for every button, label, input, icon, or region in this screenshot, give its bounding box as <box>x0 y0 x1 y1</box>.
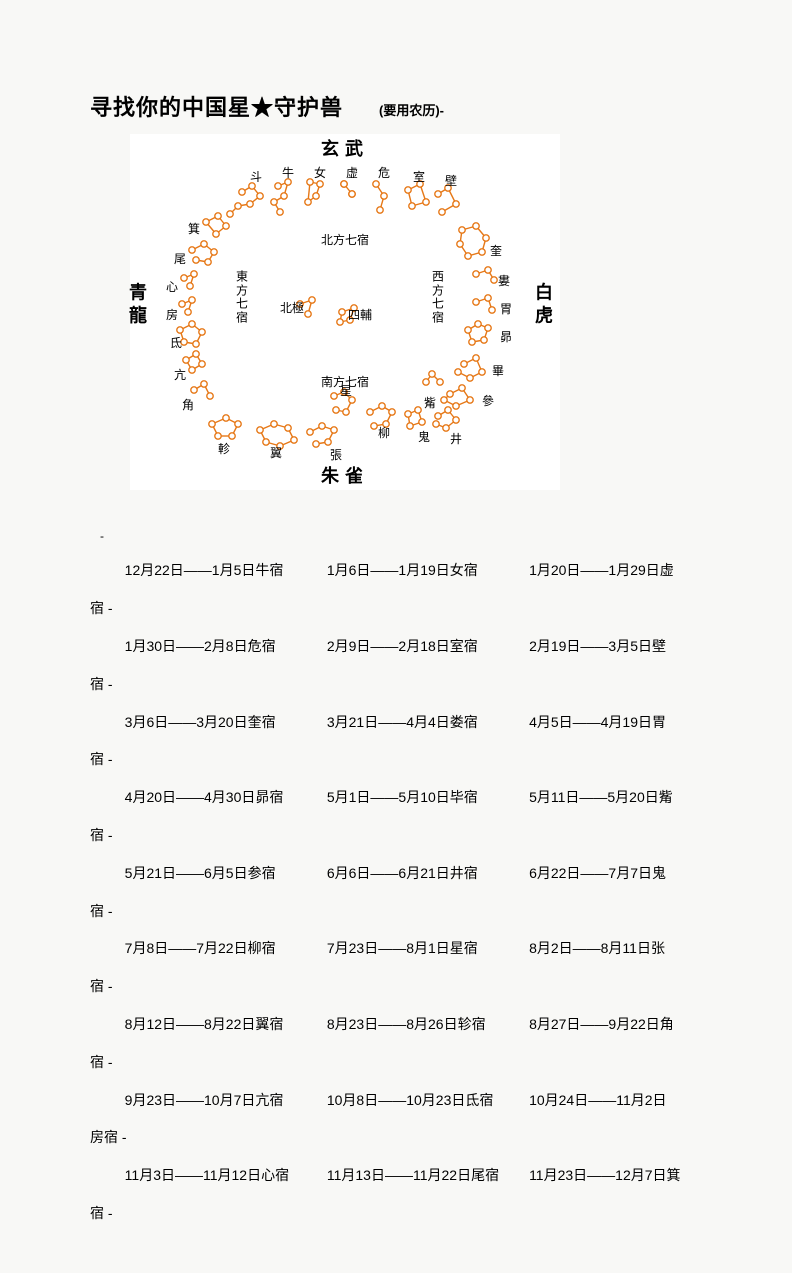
mansion-niu: 牛 <box>282 164 294 181</box>
date-trail: 宿 - <box>90 1195 712 1233</box>
date-trail: 宿 - <box>90 666 712 704</box>
date-cell: 7月23日——8月1日星宿 <box>327 930 529 968</box>
mansion-fang: 房 <box>166 306 178 323</box>
first-dash: - <box>100 520 712 552</box>
mansion-shi: 室 <box>413 168 425 185</box>
mansion-dou: 斗 <box>250 168 262 185</box>
dir-north-label: 北方七宿 <box>321 234 369 248</box>
date-cell: 6月6日——6月21日井宿 <box>327 855 529 893</box>
mansion-gui: 鬼 <box>418 428 430 445</box>
mansion-kui: 奎 <box>490 242 502 259</box>
mansion-zhang: 張 <box>330 446 342 463</box>
date-trail: 房宿 - <box>90 1119 712 1157</box>
date-row: 9月23日——10月7日亢宿10月8日——10月23日氐宿10月24日——11月… <box>90 1082 712 1120</box>
mansion-shen: 參 <box>482 392 494 409</box>
date-cell: 1月20日——1月29日虚 <box>529 552 712 590</box>
date-cell: 5月11日——5月20日觜 <box>529 779 712 817</box>
date-listing: - 12月22日——1月5日牛宿1月6日——1月19日女宿1月20日——1月29… <box>90 520 712 1233</box>
center-sifu: 四輔 <box>348 306 372 323</box>
date-trail: 宿 - <box>90 741 712 779</box>
center-beiji: 北極 <box>280 299 304 316</box>
mansion-ji: 箕 <box>188 220 200 237</box>
date-row: 11月3日——11月12日心宿11月13日——11月22日尾宿11月23日——1… <box>90 1157 712 1195</box>
date-cell: 2月19日——3月5日壁 <box>529 628 712 666</box>
date-cell: 1月30日——2月8日危宿 <box>125 628 327 666</box>
date-row: 8月12日——8月22日翼宿8月23日——8月26日轸宿8月27日——9月22日… <box>90 1006 712 1044</box>
page: 寻找你的中国星★守护兽 (要用农历)- 玄武 朱雀 青龍 白虎 北方七宿 南方七… <box>0 0 792 1273</box>
date-cell: 8月27日——9月22日角 <box>529 1006 712 1044</box>
date-cell: 9月23日——10月7日亢宿 <box>125 1082 327 1120</box>
date-cell: 5月21日——6月5日参宿 <box>125 855 327 893</box>
date-cell: 4月5日——4月19日胃 <box>529 704 712 742</box>
mansion-kang: 亢 <box>174 366 186 383</box>
mansion-wei3: 尾 <box>174 250 186 267</box>
date-cell: 10月24日——11月2日 <box>529 1082 712 1120</box>
date-cell: 8月23日——8月26日轸宿 <box>327 1006 529 1044</box>
date-cell: 3月21日——4月4日娄宿 <box>327 704 529 742</box>
mansion-zhen: 軫 <box>218 440 230 457</box>
date-row: 5月21日——6月5日参宿6月6日——6月21日井宿6月22日——7月7日鬼 <box>90 855 712 893</box>
date-row: 7月8日——7月22日柳宿7月23日——8月1日星宿8月2日——8月11日张 <box>90 930 712 968</box>
date-cell: 8月12日——8月22日翼宿 <box>125 1006 327 1044</box>
date-cell: 11月13日——11月22日尾宿 <box>327 1157 529 1195</box>
date-trail: 宿 - <box>90 968 712 1006</box>
page-title: 寻找你的中国星★守护兽 <box>90 90 343 122</box>
mansion-yi: 翼 <box>270 444 282 461</box>
date-cell: 12月22日——1月5日牛宿 <box>125 552 327 590</box>
date-row: 3月6日——3月20日奎宿3月21日——4月4日娄宿4月5日——4月19日胃 <box>90 704 712 742</box>
date-cell: 11月23日——12月7日箕 <box>529 1157 712 1195</box>
date-cell: 8月2日——8月11日张 <box>529 930 712 968</box>
mansion-xu: 虚 <box>346 164 358 181</box>
date-cell: 7月8日——7月22日柳宿 <box>125 930 327 968</box>
cardinal-west: 白虎 <box>534 281 554 328</box>
date-row: 1月30日——2月8日危宿2月9日——2月18日室宿2月19日——3月5日壁 <box>90 628 712 666</box>
mansion-zi: 觜 <box>424 394 436 411</box>
date-trail: 宿 - <box>90 1044 712 1082</box>
date-row: 12月22日——1月5日牛宿1月6日——1月19日女宿1月20日——1月29日虚 <box>90 552 712 590</box>
mansion-xing: 星 <box>340 382 352 399</box>
date-cell: 3月6日——3月20日奎宿 <box>125 704 327 742</box>
mansion-mao: 昴 <box>500 328 512 345</box>
mansion-wei2: 胃 <box>500 300 512 317</box>
date-row: 4月20日——4月30日昴宿5月1日——5月10日毕宿5月11日——5月20日觜 <box>90 779 712 817</box>
constellation-diagram: 玄武 朱雀 青龍 白虎 北方七宿 南方七宿 東方七宿 西方七宿 北極 四輔 斗 … <box>130 134 560 490</box>
mansion-lou: 婁 <box>498 272 510 289</box>
mansion-bi1: 壁 <box>445 172 457 189</box>
date-cell: 10月8日——10月23日氐宿 <box>327 1082 529 1120</box>
date-cell: 5月1日——5月10日毕宿 <box>327 779 529 817</box>
date-cell: 6月22日——7月7日鬼 <box>529 855 712 893</box>
dir-east-label: 東方七宿 <box>235 270 249 325</box>
cardinal-north: 玄武 <box>321 138 369 161</box>
mansion-liu: 柳 <box>378 424 390 441</box>
subtitle: (要用农历)- <box>379 100 444 119</box>
cardinal-east: 青龍 <box>128 281 148 328</box>
mansion-nv: 女 <box>314 164 326 181</box>
date-cell: 2月9日——2月18日室宿 <box>327 628 529 666</box>
date-trail: 宿 - <box>90 893 712 931</box>
date-trail: 宿 - <box>90 817 712 855</box>
date-cell: 1月6日——1月19日女宿 <box>327 552 529 590</box>
cardinal-south: 朱雀 <box>321 465 369 488</box>
mansion-jing: 井 <box>450 430 462 447</box>
mansion-bi2: 畢 <box>492 362 504 379</box>
title-row: 寻找你的中国星★守护兽 (要用农历)- <box>90 90 712 122</box>
date-trail: 宿 - <box>90 590 712 628</box>
mansion-di: 氐 <box>170 334 182 351</box>
mansion-jiao: 角 <box>182 396 194 413</box>
mansion-xin: 心 <box>166 278 178 295</box>
constellation-svg <box>130 134 560 490</box>
mansion-wei1: 危 <box>378 164 390 181</box>
date-cell: 4月20日——4月30日昴宿 <box>125 779 327 817</box>
dir-west-label: 西方七宿 <box>431 270 445 325</box>
date-cell: 11月3日——11月12日心宿 <box>125 1157 327 1195</box>
